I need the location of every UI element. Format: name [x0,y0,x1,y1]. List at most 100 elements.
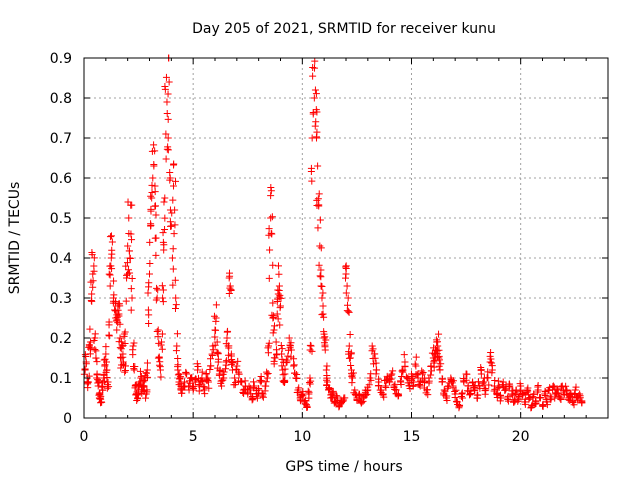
data-point [172,177,180,185]
data-point [314,224,322,232]
data-point [128,294,136,302]
data-point [494,384,502,392]
data-point [541,387,549,395]
data-point [152,211,160,219]
data-point [572,383,580,391]
data-point [575,392,583,400]
data-point [397,381,405,389]
data-point [164,134,172,142]
data-point [282,356,290,364]
data-point [171,276,179,284]
data-point [272,346,280,354]
data-point [128,236,136,244]
data-point [158,282,166,290]
data-point [143,366,151,374]
data-point [287,346,295,354]
data-point [99,379,107,387]
data-point [152,251,160,259]
data-point [82,352,90,360]
y-tick-label: 0.1 [50,371,72,387]
data-point [162,155,170,163]
data-point [510,398,518,406]
data-point [164,115,172,123]
chart-title: Day 205 of 2021, SRMTID for receiver kun… [192,21,496,37]
data-point [557,395,565,403]
data-point [153,328,161,336]
tick-marks [83,57,608,419]
data-point [115,312,123,320]
data-point [234,357,242,365]
data-point [91,345,99,353]
data-point [264,369,272,377]
data-point [110,291,118,299]
data-point [213,348,221,356]
data-point [172,347,180,355]
data-point [308,177,316,185]
data-point [169,265,177,273]
data-point [159,229,167,237]
data-point [116,302,124,310]
data-point [262,378,270,386]
data-point [547,396,555,404]
data-point [270,357,278,365]
data-point [482,386,490,394]
data-point [277,341,285,349]
data-point [265,339,273,347]
data-point [546,392,554,400]
data-point [514,397,522,405]
data-point [553,385,561,393]
data-point [142,394,150,402]
data-point [452,386,460,394]
data-point [355,392,363,400]
data-point [549,382,557,390]
data-point [153,284,161,292]
data-point [113,326,121,334]
data-point [150,141,158,149]
data-point [116,334,124,342]
data-point [449,377,457,385]
data-point [277,302,284,310]
data-point [133,391,141,399]
data-point [170,182,178,190]
data-point [201,390,209,398]
y-tick-label: 0.7 [50,131,72,147]
data-point [207,362,215,370]
data-point [102,368,110,376]
data-point [145,279,153,287]
data-point [126,254,134,262]
data-point [100,377,108,385]
data-point [258,392,266,400]
data-point [125,214,133,222]
y-tick-label: 0.6 [50,171,72,187]
data-point [89,277,97,285]
data-point [521,398,529,406]
x-tick-label: 5 [189,429,198,445]
data-point [436,366,444,374]
data-point [312,90,320,98]
data-point [330,397,338,405]
data-point [152,202,160,210]
data-point [169,281,177,289]
data-point [154,354,162,362]
data-point [554,390,562,398]
data-point [308,347,316,355]
data-point [467,389,475,397]
data-point [202,369,210,377]
data-point [286,342,294,350]
data-point [90,254,98,262]
data-point [275,270,283,278]
data-point [344,294,352,302]
data-point [171,221,179,229]
data-point [275,293,283,301]
data-point [106,233,114,241]
data-point [108,265,116,273]
data-point [524,384,532,392]
data-point [412,353,420,361]
data-point [427,371,435,379]
data-point [102,350,110,358]
x-tick-label: 0 [80,429,89,445]
data-point [343,307,351,315]
data-point [162,73,170,81]
data-point [263,370,271,378]
data-point [435,346,443,354]
